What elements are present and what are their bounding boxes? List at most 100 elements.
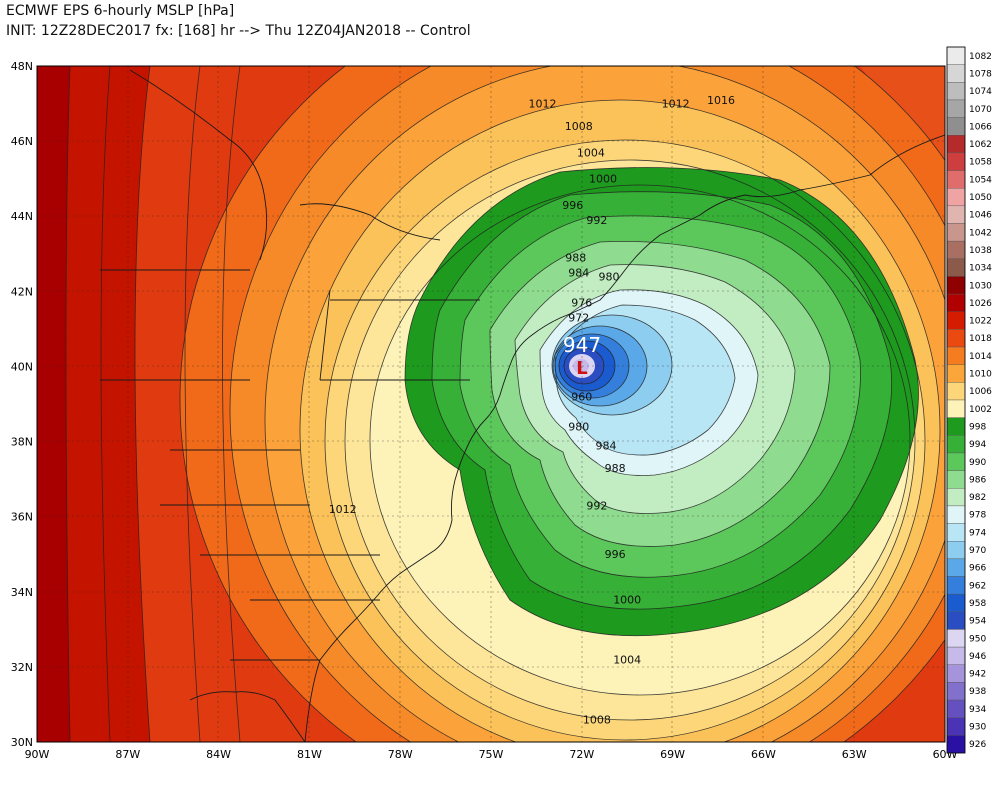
map-title: ECMWF EPS 6-hourly MSLP [hPa]	[6, 3, 235, 19]
isobar-label: 984	[596, 439, 617, 452]
colorbar-label: 1050	[969, 193, 992, 203]
latitude-label: 42N	[11, 285, 33, 298]
longitude-label: 66W	[751, 748, 776, 761]
colorbar-label: 966	[969, 564, 986, 574]
colorbar-swatch	[946, 82, 966, 101]
low-pressure-symbol: L	[576, 358, 587, 379]
latitude-label: 46N	[11, 135, 33, 148]
colorbar-swatch	[946, 382, 966, 401]
colorbar-label: 986	[969, 475, 986, 485]
colorbar-swatch	[946, 276, 966, 295]
isobar-label: 1008	[565, 120, 593, 133]
colorbar-label: 1046	[969, 211, 992, 221]
isobar-label: 1008	[583, 713, 611, 726]
colorbar-swatch	[946, 699, 966, 718]
colorbar-swatch	[946, 576, 966, 595]
colorbar-label: 1078	[969, 69, 992, 79]
latitude-label: 34N	[11, 586, 33, 599]
colorbar-label: 1038	[969, 246, 992, 256]
colorbar-label: 1082	[969, 52, 992, 62]
colorbar-swatch	[946, 541, 966, 560]
longitude-label: 78W	[388, 748, 413, 761]
colorbar-swatch	[946, 558, 966, 577]
longitude-label: 81W	[297, 748, 322, 761]
colorbar-label: 1062	[969, 140, 992, 150]
colorbar-label: 958	[969, 599, 986, 609]
latitude-label: 44N	[11, 210, 33, 223]
colorbar-label: 990	[969, 458, 986, 468]
graticule	[37, 66, 945, 742]
colorbar-label: 982	[969, 493, 986, 503]
colorbar-swatch	[946, 629, 966, 648]
isobar-label: 976	[571, 297, 592, 310]
colorbar-label: 962	[969, 581, 986, 591]
isobar-label: 1012	[528, 98, 556, 111]
isobar-label: 992	[586, 214, 607, 227]
colorbar-swatch	[946, 717, 966, 736]
colorbar-swatch	[946, 505, 966, 524]
isobar-label: 1012	[329, 503, 357, 516]
colorbar-swatch	[946, 646, 966, 665]
longitude-label: 63W	[842, 748, 867, 761]
colorbar-label: 938	[969, 687, 986, 697]
colorbar-swatch	[946, 452, 966, 471]
colorbar-swatch	[946, 399, 966, 418]
colorbar-swatch	[946, 435, 966, 454]
colorbar-swatch	[946, 488, 966, 507]
colorbar-label: 1018	[969, 334, 992, 344]
colorbar-swatch	[946, 346, 966, 365]
colorbar-swatch	[946, 152, 966, 171]
isobar-label: 1004	[577, 146, 605, 159]
colorbar-swatch	[946, 135, 966, 154]
colorbar-label: 1014	[969, 352, 992, 362]
colorbar-label: 1002	[969, 405, 992, 415]
colorbar-swatch	[946, 64, 966, 83]
colorbar-frame	[946, 46, 966, 754]
plot-frame	[36, 65, 946, 743]
isobar-label: 996	[562, 199, 583, 212]
colorbar-label: 946	[969, 652, 986, 662]
colorbar-label: 954	[969, 617, 986, 627]
colorbar-label: 1034	[969, 264, 992, 274]
colorbar-label: 1074	[969, 87, 992, 97]
colorbar-label: 950	[969, 634, 986, 644]
colorbar-label: 1026	[969, 299, 992, 309]
colorbar-label: 1022	[969, 317, 992, 327]
longitude-label: 84W	[206, 748, 231, 761]
coastline	[100, 69, 945, 742]
colorbar-label: 1010	[969, 370, 992, 380]
colorbar-label: 930	[969, 723, 986, 733]
isobar-label: 1000	[589, 173, 617, 186]
colorbar-label: 934	[969, 705, 986, 715]
isobar-label: 1012	[662, 98, 690, 111]
isobar-label: 992	[586, 499, 607, 512]
colorbar-swatch	[946, 593, 966, 613]
isobar-label: 980	[599, 270, 620, 283]
isobar-label: 1016	[707, 94, 735, 107]
latitude-label: 38N	[11, 436, 33, 449]
colorbar-swatch	[946, 258, 966, 277]
latitude-label: 36N	[11, 511, 33, 524]
latitude-labels: 48N 46N 44N 42N 40N 38N 36N 34N 32N 30N	[11, 60, 33, 749]
colorbar-swatch	[946, 187, 966, 207]
isobar-label: 980	[568, 421, 589, 434]
colorbar-label: 994	[969, 440, 986, 450]
colorbar-label: 1006	[969, 387, 992, 397]
colorbar-label: 970	[969, 546, 986, 556]
isobar-label: 1000	[613, 593, 641, 606]
colorbar-label: 1030	[969, 281, 992, 291]
longitude-label: 72W	[569, 748, 594, 761]
longitude-label: 87W	[115, 748, 140, 761]
isobar-label: 960	[571, 390, 592, 403]
colorbar-swatch	[946, 205, 966, 224]
colorbar-swatch	[946, 682, 966, 701]
isobar-label: 984	[568, 267, 589, 280]
colorbar-swatch	[946, 293, 966, 312]
latitude-label: 48N	[11, 60, 33, 73]
colorbar-swatch	[946, 417, 966, 436]
colorbar-label: 926	[969, 740, 986, 750]
colorbar-swatch	[946, 664, 966, 683]
colorbar-swatch	[946, 117, 966, 136]
